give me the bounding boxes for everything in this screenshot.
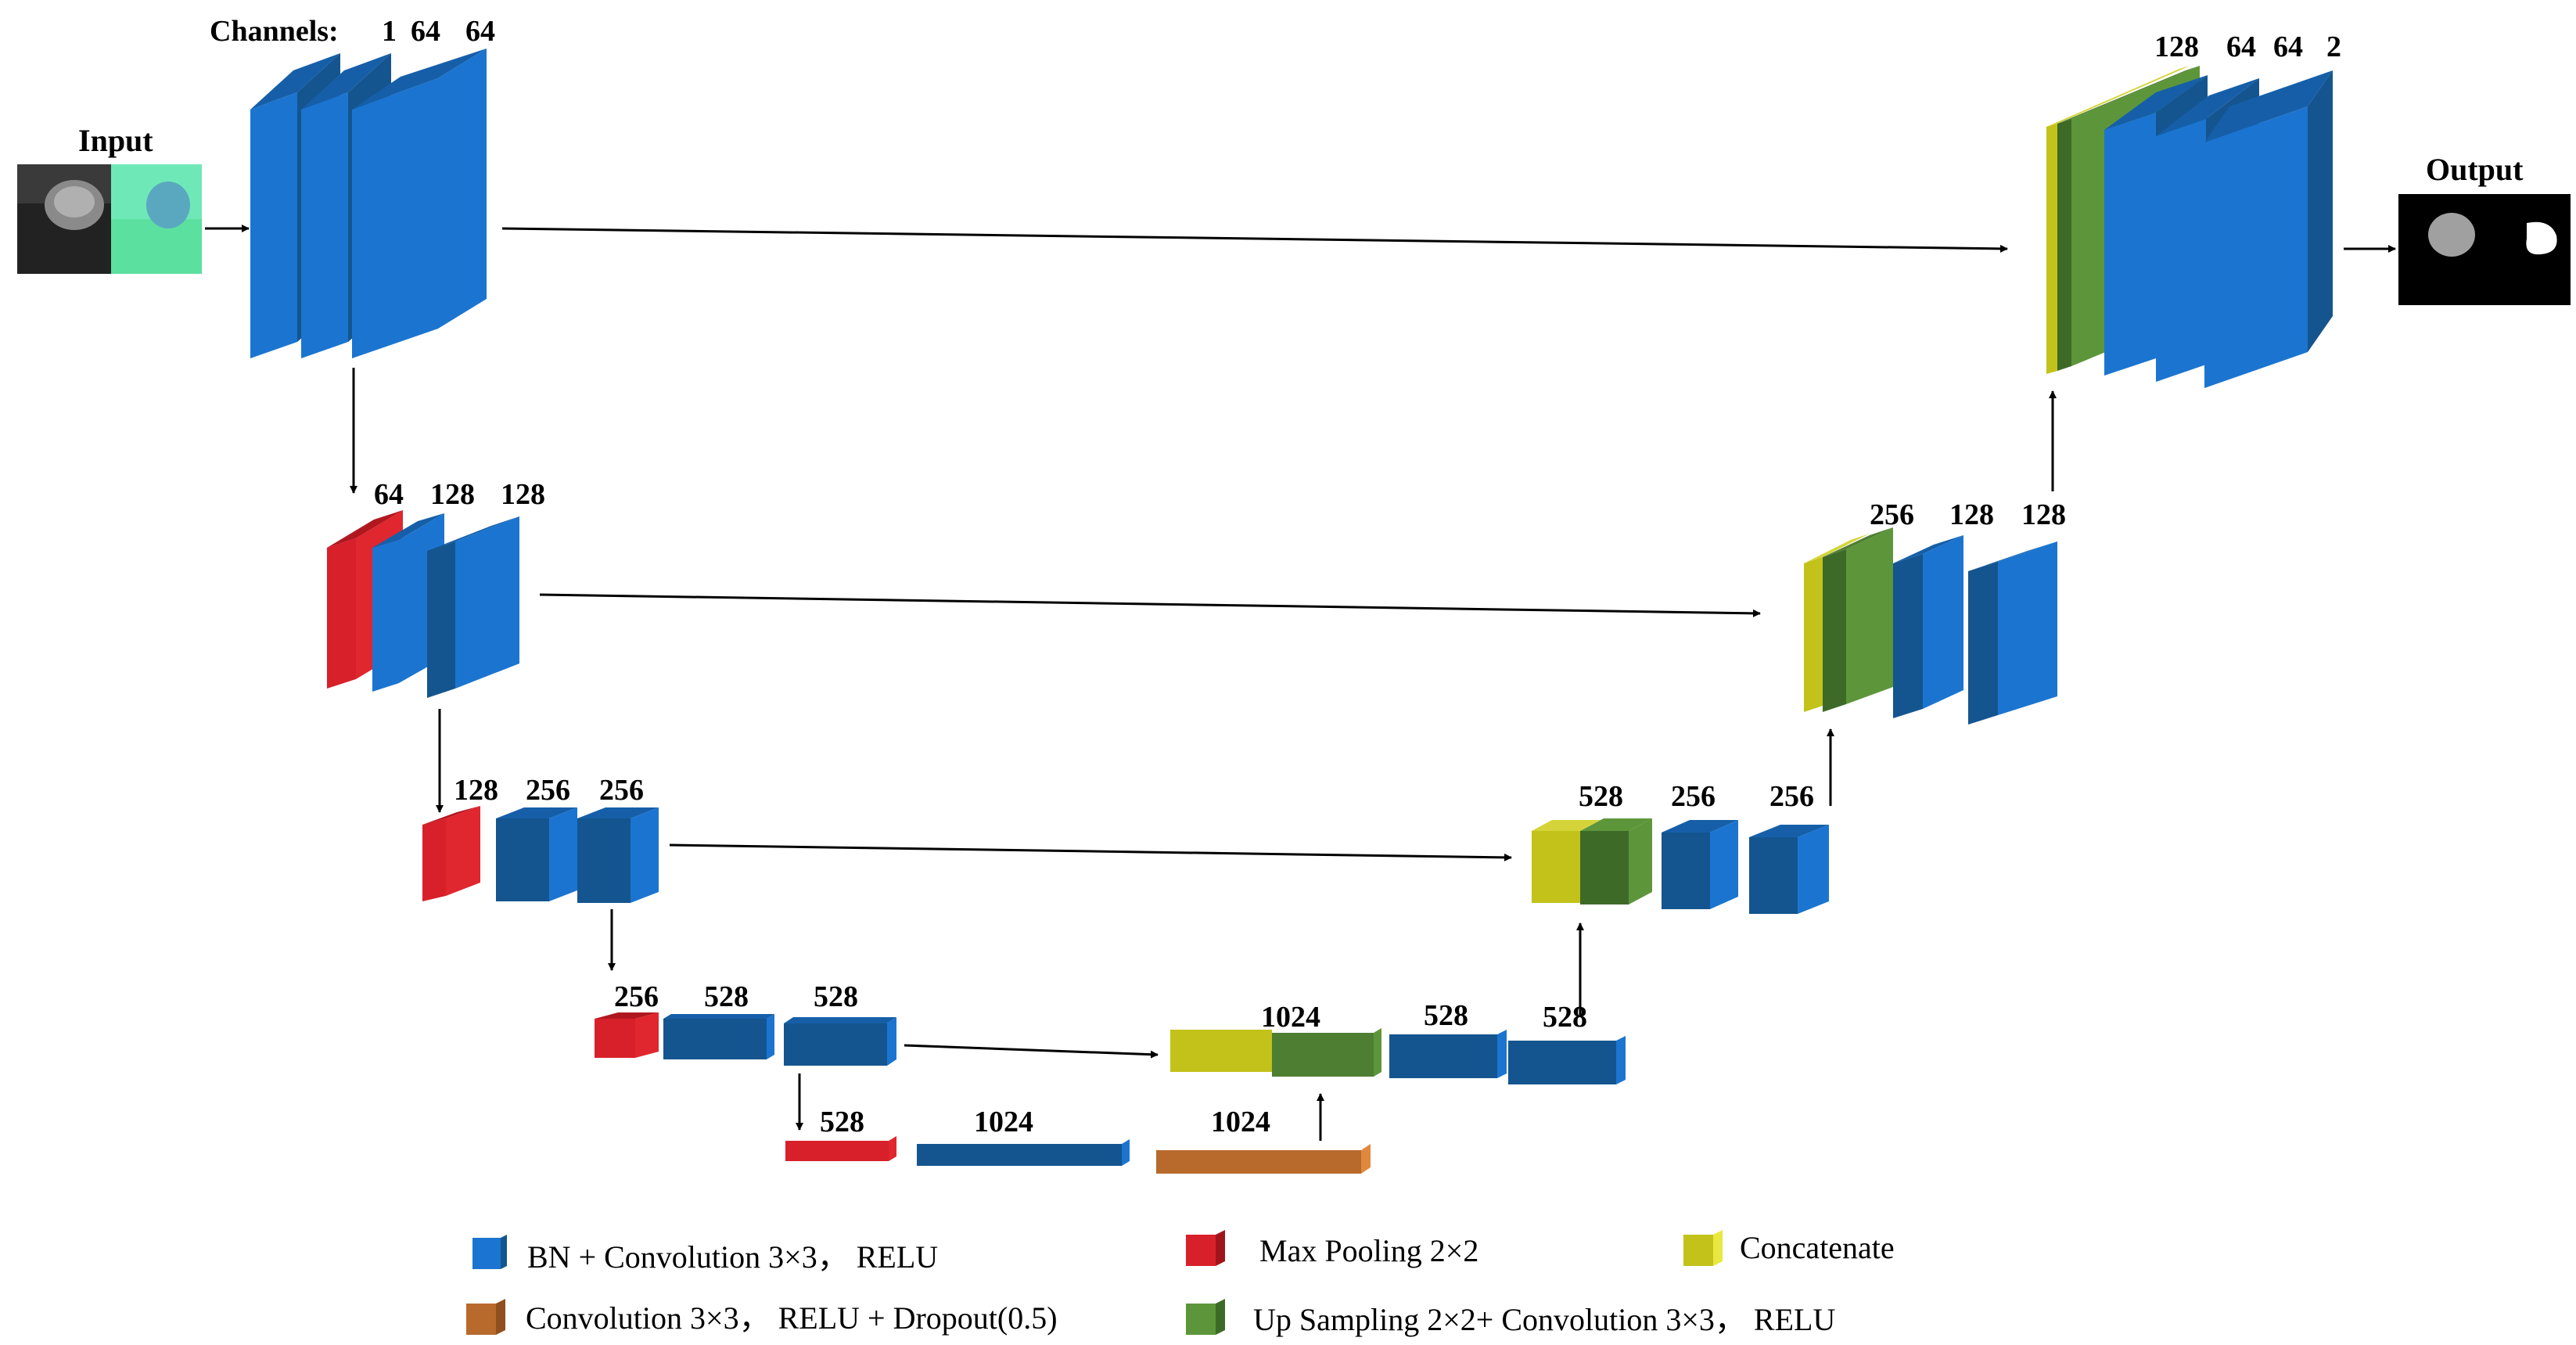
decoder1-concat-block [2046, 66, 2190, 374]
decoder3-upsample-block [1580, 818, 1652, 904]
decoder3-channel-3: 256 [1769, 780, 1814, 813]
stage2-channel-3: 128 [501, 478, 545, 511]
legend-concat-swatch [1683, 1230, 1723, 1266]
stage4-conv-block-1 [663, 1014, 774, 1059]
decoder2-concat-block [1804, 534, 1870, 712]
decoder2-channel-2: 128 [1949, 498, 1994, 531]
stage3-channel-3: 256 [599, 774, 644, 807]
skip-arrow-stage2 [539, 593, 1761, 617]
output-label: Output [2426, 152, 2524, 187]
decoder1-channel-2: 64 [2226, 31, 2256, 63]
decoder3-conv-block-2 [1749, 825, 1829, 914]
output-image [2398, 194, 2571, 305]
legend-maxpool-label: Max Pooling 2×2 [1259, 1233, 1478, 1268]
decoder4-channel-2: 528 [1424, 999, 1468, 1032]
stage3-maxpool-block [422, 806, 480, 901]
decoder3-concat-block [1532, 820, 1601, 903]
legend-conv-label: BN + Convolution 3×3， RELU [527, 1239, 938, 1275]
stage1-channel-3: 64 [465, 15, 495, 48]
channels-label: Channels: [210, 15, 339, 48]
legend-dropout-label: Convolution 3×3， RELU + Dropout(0.5) [526, 1300, 1058, 1336]
decoder1-channel-3: 64 [2273, 31, 2303, 63]
stage4-channel-1: 256 [614, 980, 659, 1013]
bottleneck-channel-2: 1024 [974, 1106, 1033, 1138]
legend-upsample-label: Up Sampling 2×2+ Convolution 3×3， RELU [1253, 1302, 1835, 1337]
stage3-channel-1: 128 [454, 774, 498, 807]
input-image [17, 164, 202, 274]
bottleneck-dropout-block [1156, 1144, 1371, 1174]
decoder1-conv-block-3 [2204, 70, 2333, 388]
legend: BN + Convolution 3×3， RELU Max Pooling 2… [466, 1230, 1895, 1337]
decoder4-conv-block-1 [1389, 1030, 1507, 1078]
stage2-channel-1: 64 [374, 478, 404, 511]
bottleneck-conv-block [917, 1139, 1130, 1166]
decoder1-channel-1: 128 [2154, 31, 2199, 63]
decoder3-conv-block-1 [1662, 820, 1738, 909]
legend-conv-swatch [472, 1235, 507, 1269]
stage1-channel-1: 1 [382, 15, 397, 48]
decoder2-upsample-block [1823, 527, 1893, 712]
decoder4-conv-block-2 [1508, 1036, 1626, 1084]
stage3-channel-2: 256 [526, 774, 570, 807]
arrows [205, 225, 2396, 1141]
skip-arrow-stage1 [501, 227, 2008, 253]
decoder3-channel-2: 256 [1671, 780, 1716, 813]
input-label: Input [78, 123, 153, 158]
legend-dropout-swatch [466, 1299, 505, 1335]
stage3-conv-block-1 [496, 807, 577, 901]
stage4-channel-2: 528 [704, 980, 749, 1013]
skip-arrow-stage4 [904, 1044, 1159, 1059]
bottleneck-channel-3: 1024 [1211, 1106, 1270, 1138]
stage1-conv-block-3 [352, 49, 487, 358]
legend-concat-label: Concatenate [1740, 1230, 1895, 1265]
decoder2-conv-block-2 [1968, 541, 2057, 725]
stage4-channel-3: 528 [814, 980, 858, 1013]
stage4-conv-block-2 [784, 1017, 896, 1066]
decoder4-concat-block [1170, 1030, 1272, 1072]
bottleneck-maxpool-block [785, 1136, 896, 1161]
stage2-conv-block-2 [427, 516, 519, 698]
skip-arrow-stage3 [669, 843, 1512, 861]
stage3-conv-block-2 [577, 807, 659, 903]
decoder2-channel-3: 128 [2021, 498, 2066, 531]
legend-maxpool-swatch [1186, 1230, 1225, 1266]
decoder2-conv-block-1 [1893, 535, 1963, 718]
decoder2-channel-1: 256 [1870, 498, 1914, 531]
decoder1-channel-4: 2 [2326, 31, 2341, 63]
stage4-maxpool-block [595, 1012, 659, 1058]
decoder3-channel-1: 528 [1579, 780, 1623, 813]
decoder4-upsample-block [1272, 1028, 1381, 1077]
stage2-channel-2: 128 [430, 478, 475, 511]
stage1-channel-2: 64 [411, 15, 440, 48]
bottleneck-channel-1: 528 [820, 1106, 864, 1138]
legend-upsample-swatch [1186, 1299, 1225, 1335]
decoder4-channel-1: 1024 [1261, 1001, 1320, 1034]
